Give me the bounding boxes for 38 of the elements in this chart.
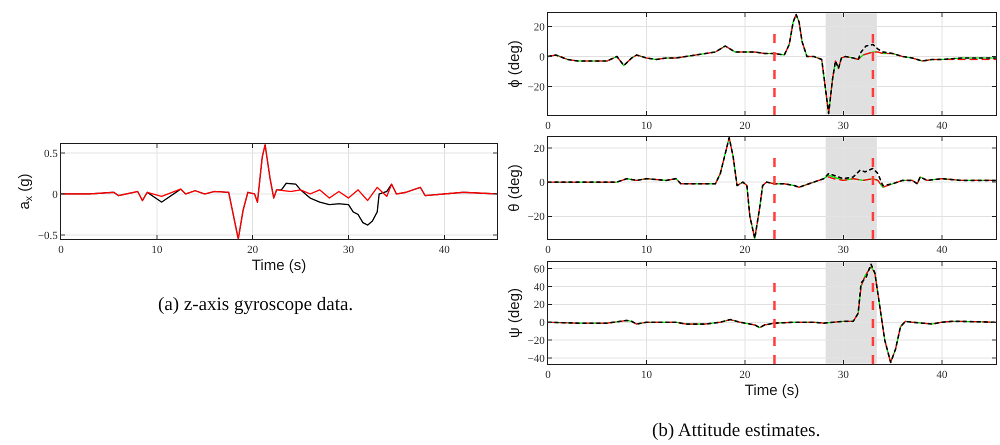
y-tick-label: 0	[539, 51, 546, 64]
x-tick-label: 10	[640, 369, 652, 382]
x-tick-label: 30	[838, 120, 850, 132]
y-tick-label: 0	[539, 317, 546, 330]
y-tick-label: 20	[534, 299, 546, 312]
x-tick-label: 20	[739, 244, 751, 256]
x-tick-label: 20	[739, 120, 751, 132]
y-tick-label: −20	[528, 211, 546, 224]
x-tick-label: 40	[936, 120, 948, 132]
y-tick-label: 0	[539, 176, 546, 189]
y-tick-label: 20	[534, 21, 546, 34]
x-tick-label: 30	[838, 369, 850, 382]
x-tick-label: 40	[936, 369, 948, 382]
y-tick-label: 0	[52, 188, 58, 201]
y-tick-label: 40	[534, 281, 546, 294]
y-tick-label: −20	[528, 334, 546, 347]
x-tick-label: 10	[640, 120, 652, 132]
x-tick-label: 20	[247, 244, 259, 256]
y-tick-label: 0.5	[44, 148, 58, 160]
x-axis-title: Time (s)	[252, 257, 306, 274]
y-tick-label: −20	[528, 81, 546, 94]
y-tick-label: −40	[528, 352, 546, 365]
text: (a) z-axis gyroscope data.	[158, 294, 354, 315]
x-tick-label: 10	[151, 244, 163, 256]
x-tick-label: 20	[739, 369, 751, 382]
y-axis-title: θ (deg)	[506, 164, 523, 212]
y-axis-title: ψ (deg)	[506, 288, 523, 338]
x-tick-label: 40	[438, 244, 450, 256]
y-axis-title: ϕ (deg)	[506, 40, 523, 88]
x-axis-title: Time (s)	[744, 382, 800, 400]
y-tick-label: −0.5	[38, 230, 58, 242]
x-tick-label: 10	[640, 244, 652, 256]
y-tick-label: 20	[534, 142, 546, 155]
x-tick-label: 40	[936, 244, 948, 256]
x-tick-label: 30	[838, 244, 850, 256]
x-tick-label: 30	[342, 244, 354, 256]
text: (b) Attitude estimates.	[652, 420, 820, 441]
y-tick-label: 60	[534, 263, 546, 276]
